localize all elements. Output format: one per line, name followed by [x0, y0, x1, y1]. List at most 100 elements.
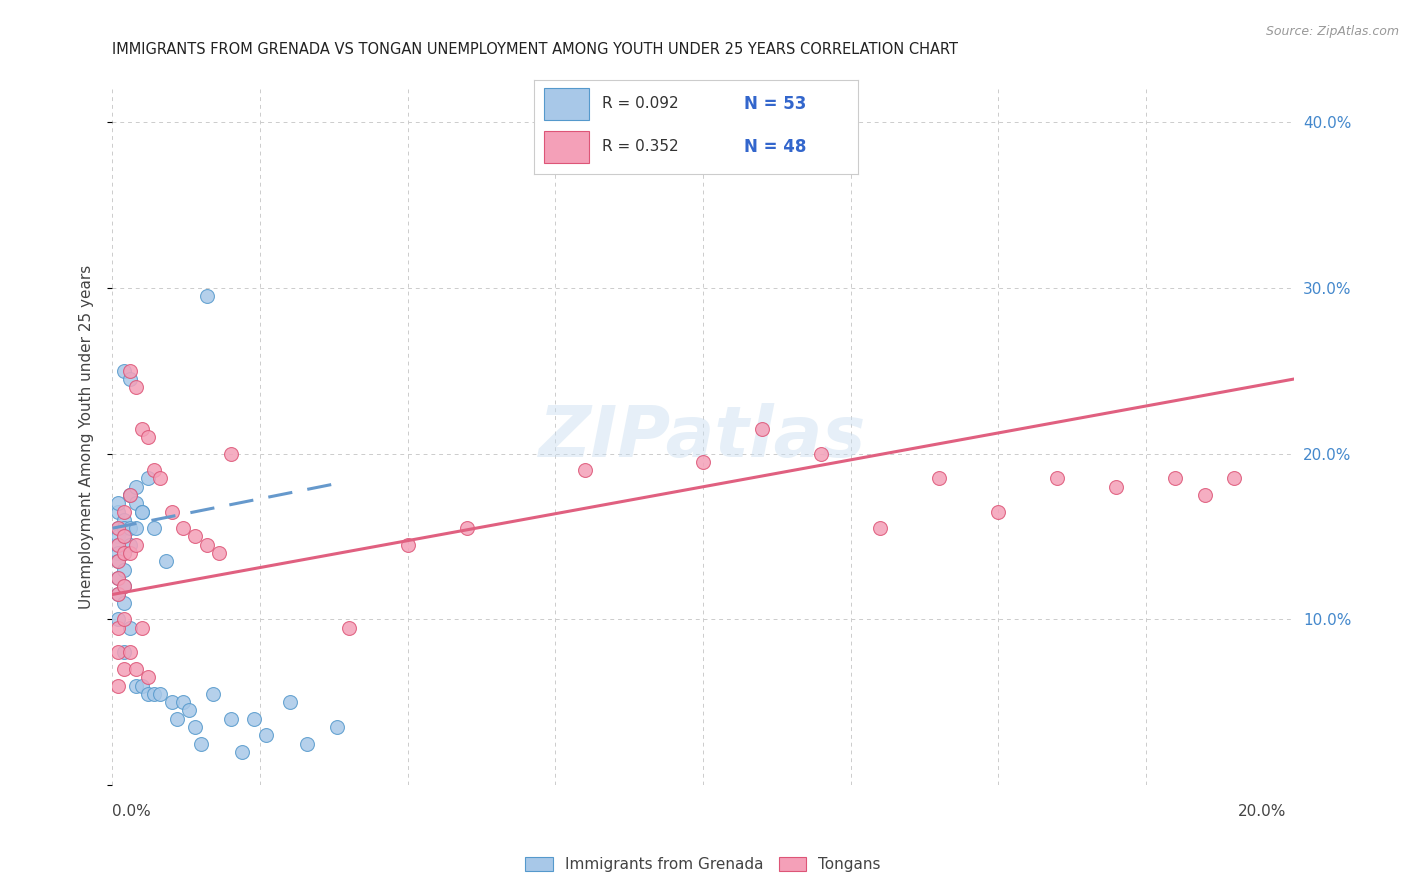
Point — [172, 695, 194, 709]
Point — [172, 521, 194, 535]
Point — [155, 554, 177, 568]
Point — [125, 521, 148, 535]
Point — [112, 529, 135, 543]
Point — [231, 745, 253, 759]
Point — [396, 538, 419, 552]
Point — [131, 621, 153, 635]
Point — [254, 728, 277, 742]
Point — [131, 422, 153, 436]
Point — [125, 662, 148, 676]
Point — [149, 687, 172, 701]
Point — [107, 571, 129, 585]
Point — [112, 546, 135, 560]
Point — [136, 430, 159, 444]
Point — [120, 488, 142, 502]
Text: Source: ZipAtlas.com: Source: ZipAtlas.com — [1265, 25, 1399, 37]
Point — [112, 505, 135, 519]
Point — [112, 645, 135, 659]
Point — [219, 712, 242, 726]
Point — [107, 621, 129, 635]
Point — [107, 554, 129, 568]
Y-axis label: Unemployment Among Youth under 25 years: Unemployment Among Youth under 25 years — [79, 265, 94, 609]
Point — [456, 521, 478, 535]
Point — [125, 496, 148, 510]
Point — [136, 687, 159, 701]
Point — [166, 712, 188, 726]
Text: IMMIGRANTS FROM GRENADA VS TONGAN UNEMPLOYMENT AMONG YOUTH UNDER 25 YEARS CORREL: IMMIGRANTS FROM GRENADA VS TONGAN UNEMPL… — [112, 42, 959, 56]
Point — [987, 505, 1010, 519]
Point — [179, 703, 201, 717]
Point — [120, 521, 142, 535]
Point — [337, 621, 360, 635]
Point — [751, 422, 773, 436]
Point — [131, 505, 153, 519]
Point — [107, 529, 129, 543]
Bar — [544, 87, 589, 120]
Point — [107, 587, 129, 601]
Point — [195, 538, 218, 552]
Point — [107, 538, 129, 552]
Point — [184, 529, 207, 543]
Point — [1223, 471, 1246, 485]
Point — [112, 529, 135, 543]
Point — [326, 720, 349, 734]
Text: N = 53: N = 53 — [745, 95, 807, 112]
Text: N = 48: N = 48 — [745, 137, 807, 156]
Point — [201, 687, 224, 701]
Point — [112, 521, 135, 535]
Point — [112, 513, 135, 527]
Point — [1046, 471, 1069, 485]
Point — [107, 571, 129, 585]
Point — [136, 670, 159, 684]
Point — [120, 621, 142, 635]
Point — [243, 712, 266, 726]
Point — [692, 455, 714, 469]
Point — [131, 679, 153, 693]
Point — [112, 579, 135, 593]
Point — [107, 521, 129, 535]
Point — [136, 471, 159, 485]
Bar — [544, 131, 589, 162]
Point — [112, 579, 135, 593]
Point — [107, 505, 129, 519]
Point — [107, 645, 129, 659]
Point — [112, 596, 135, 610]
Point — [810, 447, 832, 461]
Point — [107, 587, 129, 601]
Point — [1105, 480, 1128, 494]
Point — [131, 505, 153, 519]
Point — [142, 687, 165, 701]
Point — [142, 463, 165, 477]
Point — [112, 546, 135, 560]
Legend: Immigrants from Grenada, Tongans: Immigrants from Grenada, Tongans — [519, 851, 887, 879]
Point — [142, 521, 165, 535]
Point — [120, 372, 142, 386]
Point — [107, 538, 129, 552]
Point — [184, 720, 207, 734]
Point — [125, 480, 148, 494]
Point — [278, 695, 301, 709]
Point — [208, 546, 231, 560]
Point — [1194, 488, 1216, 502]
Text: ZIPatlas: ZIPatlas — [540, 402, 866, 472]
Text: R = 0.092: R = 0.092 — [602, 96, 679, 112]
Text: R = 0.352: R = 0.352 — [602, 139, 679, 154]
Point — [120, 546, 142, 560]
Point — [120, 645, 142, 659]
Point — [120, 488, 142, 502]
Point — [928, 471, 950, 485]
Point — [107, 546, 129, 560]
Point — [112, 662, 135, 676]
Text: 20.0%: 20.0% — [1239, 805, 1286, 819]
Point — [574, 463, 596, 477]
Point — [195, 289, 218, 303]
Point — [125, 538, 148, 552]
Point — [297, 737, 319, 751]
Point — [190, 737, 212, 751]
Point — [149, 471, 172, 485]
Point — [1164, 471, 1187, 485]
Point — [112, 563, 135, 577]
Point — [869, 521, 891, 535]
Point — [112, 364, 135, 378]
Point — [125, 380, 148, 394]
